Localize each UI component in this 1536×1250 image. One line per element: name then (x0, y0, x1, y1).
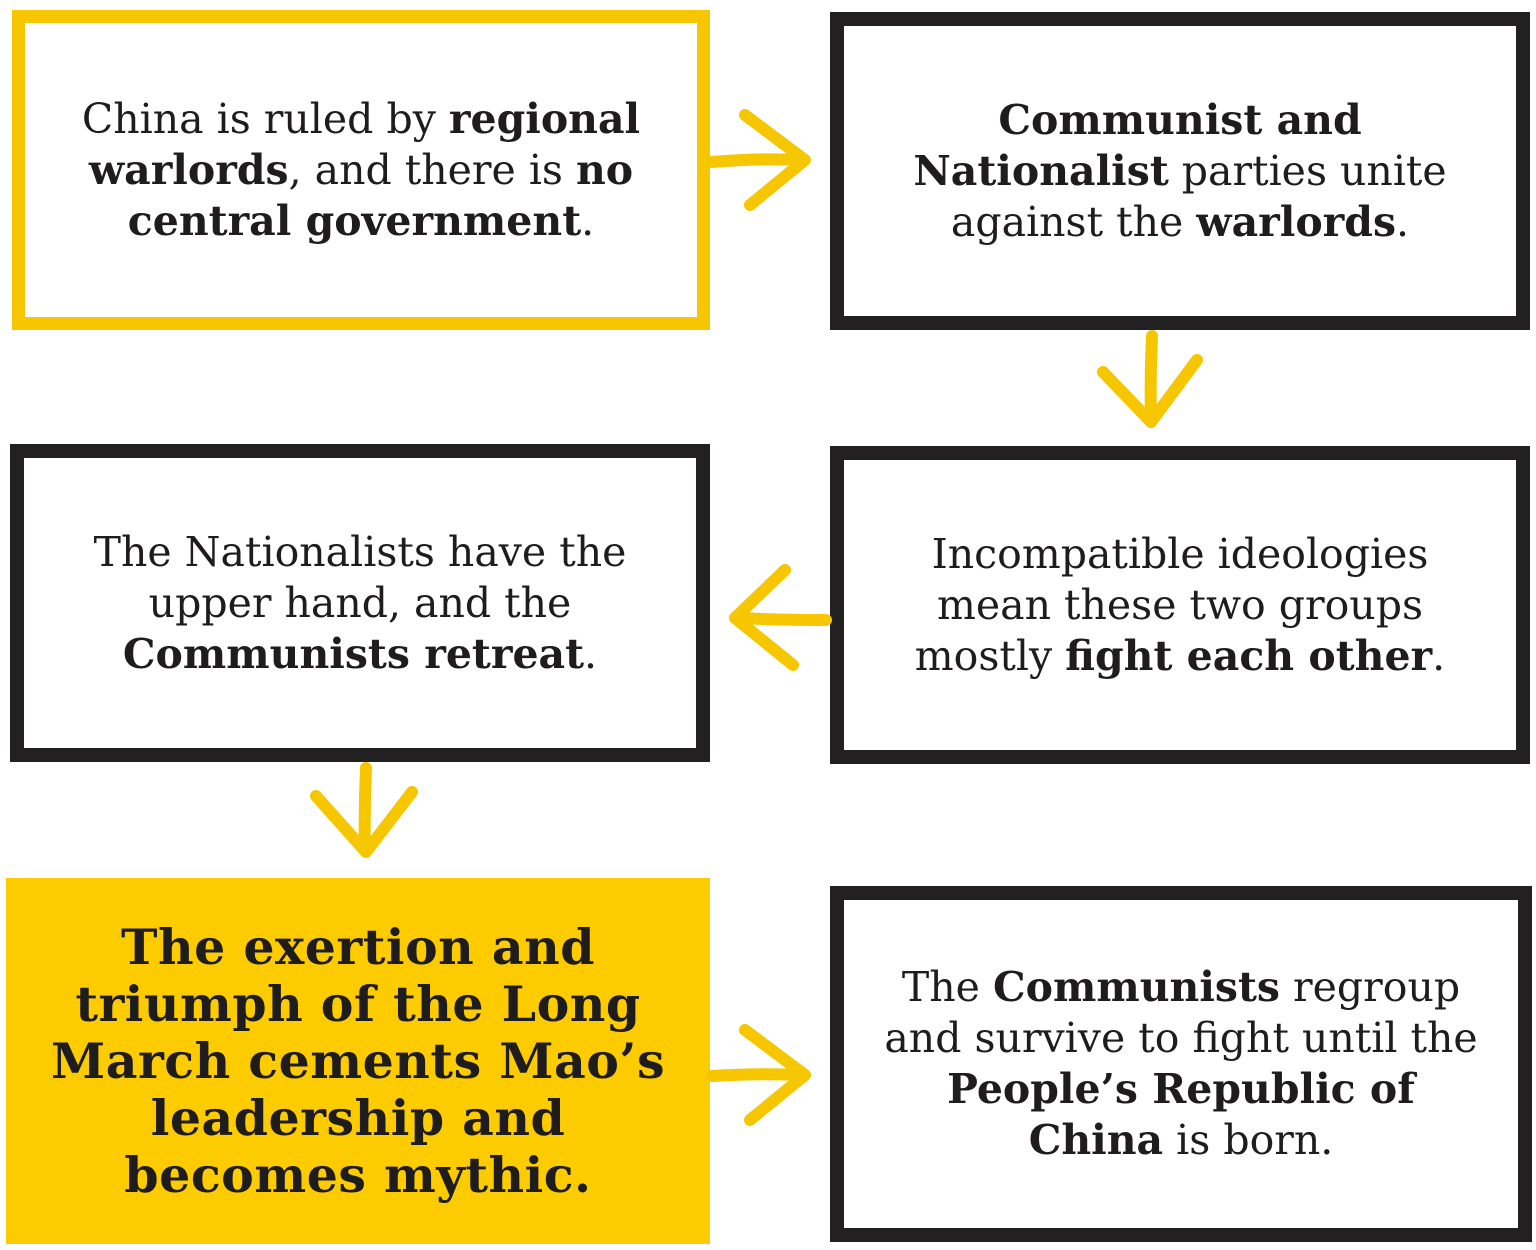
step-long-march-text: The exertion and triumph of the Long Mar… (50, 917, 666, 1204)
step-prc-born-text: The Communists regroup and survive to fi… (884, 963, 1478, 1164)
arrow-down-icon (1097, 330, 1203, 428)
step-warlords-box: China is ruled by regional warlords, and… (12, 10, 710, 330)
step-prc-born-box: The Communists regroup and survive to fi… (830, 886, 1532, 1242)
step-parties-unite-text: Communist and Nationalist parties unite … (913, 95, 1447, 246)
step-parties-unite-box: Communist and Nationalist parties unite … (830, 12, 1530, 330)
arrow-down-icon (310, 762, 418, 858)
arrow-right-icon (706, 1024, 811, 1126)
arrow-right-icon (706, 109, 811, 211)
step-communists-retreat-text: The Nationalists have the upper hand, an… (93, 527, 627, 678)
arrow-left-icon (729, 564, 832, 671)
step-long-march-box: The exertion and triumph of the Long Mar… (6, 878, 710, 1244)
step-fight-each-other-box: Incompatible ideologies mean these two g… (830, 446, 1530, 764)
step-fight-each-other-text: Incompatible ideologies mean these two g… (914, 529, 1446, 680)
step-warlords-text: China is ruled by regional warlords, and… (81, 94, 641, 245)
step-communists-retreat-box: The Nationalists have the upper hand, an… (10, 444, 710, 762)
